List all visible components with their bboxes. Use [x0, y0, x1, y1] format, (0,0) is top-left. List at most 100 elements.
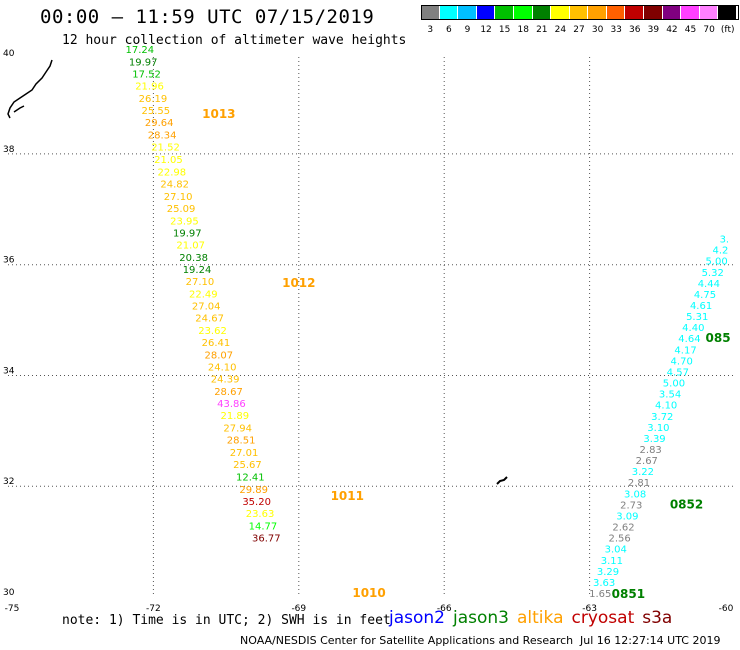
legend-label: 30 — [591, 25, 604, 35]
swh-value-label: 25.67 — [233, 460, 262, 471]
lon-tick-label: -72 — [146, 604, 161, 614]
legend-swatch — [476, 5, 495, 19]
swh-value-label: 4.57 — [667, 367, 689, 378]
lat-tick-label: 34 — [3, 366, 15, 376]
swh-value-label: 23.95 — [170, 216, 199, 227]
swh-value-label: 4.40 — [682, 323, 704, 334]
legend-swatch — [644, 5, 662, 19]
legend-swatch — [439, 5, 458, 19]
swh-value-label: 24.67 — [195, 314, 224, 325]
lat-tick-label: 32 — [3, 477, 14, 487]
swh-value-label: 22.98 — [157, 168, 186, 179]
swh-value-label: 26.41 — [202, 338, 231, 349]
swh-value-label: 3.04 — [605, 545, 627, 556]
legend-swatch — [551, 5, 569, 19]
swh-value-label: 43.86 — [217, 399, 246, 410]
swh-value-label: 36.77 — [252, 534, 281, 545]
lat-tick-label: 30 — [3, 588, 15, 598]
swh-value-label: 22.49 — [189, 289, 218, 300]
legend-label: 27 — [573, 25, 585, 35]
page-subtitle: 12 hour collection of altimeter wave hei… — [62, 33, 407, 48]
swh-value-label: 4.17 — [674, 345, 696, 356]
swh-value-label: 3.10 — [647, 423, 669, 434]
pass-time-label: 085 — [706, 331, 731, 345]
swh-value-label: 2.67 — [636, 456, 658, 467]
legend-label: 3 — [427, 25, 434, 35]
legend-swatch — [532, 5, 551, 19]
swh-value-label: 2.83 — [640, 445, 662, 456]
swh-value-label: 28.51 — [227, 436, 256, 447]
swh-value-label: 4.44 — [698, 279, 720, 290]
legend-label: 70 — [703, 25, 715, 35]
swh-value-label: 28.34 — [148, 130, 177, 141]
swh-value-label: 21.05 — [154, 155, 183, 166]
swh-value-label: 24.39 — [211, 375, 240, 386]
swh-value-label: 21.52 — [151, 143, 180, 154]
swh-value-label: 2.73 — [620, 500, 642, 511]
swh-value-label: 27.10 — [164, 192, 193, 203]
satellite-altika: altika — [517, 608, 564, 628]
swh-value-label: 4.2 — [713, 246, 729, 257]
pass-time-label: 0852 — [670, 497, 703, 511]
satellite-jason2: jason2 — [389, 608, 445, 628]
legend-swatch — [569, 5, 588, 19]
legend-swatch — [681, 5, 699, 19]
lon-tick-label: -66 — [437, 604, 452, 614]
swh-value-label: 29.64 — [145, 118, 174, 129]
swh-value-label: 5.32 — [702, 268, 724, 279]
swh-value-label: 5.00 — [663, 379, 685, 390]
legend-swatch — [662, 5, 681, 19]
legend-swatch — [606, 5, 625, 19]
legend-label: 21 — [536, 25, 548, 35]
swh-value-label: 4.64 — [678, 334, 700, 345]
legend-label: 39 — [647, 25, 660, 35]
legend-swatch — [625, 5, 644, 19]
swh-value-label: 19.97 — [129, 57, 158, 68]
pass-time-label: 1013 — [202, 107, 235, 121]
legend-label: 15 — [498, 25, 511, 35]
swh-value-label: 17.52 — [132, 69, 161, 80]
legend-swatch — [421, 5, 439, 19]
swh-value-label: 12.41 — [236, 473, 265, 484]
swh-value-label: 5.00 — [705, 257, 727, 268]
legend-swatch — [588, 5, 606, 19]
swh-value-label: 28.07 — [205, 350, 234, 361]
lat-tick-label: 36 — [3, 256, 15, 266]
swh-value-label: 3.11 — [601, 556, 623, 567]
swh-value-label: 24.82 — [160, 180, 189, 191]
swh-value-label: 21.96 — [135, 82, 164, 93]
swh-value-label: 29.89 — [239, 485, 268, 496]
page-title: 00:00 – 11:59 UTC 07/15/2019 — [40, 6, 375, 28]
swh-value-label: 21.89 — [221, 411, 250, 422]
legend-label: 24 — [554, 25, 567, 35]
lon-tick-label: -63 — [582, 604, 597, 614]
axis-tick-labels: -75 -72 -69 -66 -63 -60 40 38 36 34 32 30 — [3, 49, 734, 614]
swh-value-label: 3.08 — [624, 489, 646, 500]
lat-tick-label: 38 — [3, 145, 15, 155]
pass-time-label: 0851 — [612, 587, 645, 601]
pass-time-label: 1010 — [352, 586, 385, 600]
swh-value-label: 4.75 — [694, 290, 716, 301]
legend-swatch — [458, 5, 476, 19]
lon-tick-label: -75 — [5, 604, 20, 614]
legend-label: 18 — [517, 25, 529, 35]
swh-value-label: 14.77 — [249, 521, 278, 532]
swh-value-label: 1.65 — [589, 589, 611, 600]
credit-timestamp: Jul 16 12:27:14 UTC 2019 — [580, 634, 721, 647]
legend-label: 45 — [684, 25, 697, 35]
coastline — [7, 59, 53, 119]
swh-value-label: 21.07 — [176, 241, 205, 252]
swh-value-label: 3.54 — [659, 390, 681, 401]
swh-value-label: 27.94 — [223, 423, 252, 434]
legend-label: 42 — [666, 25, 678, 35]
legend-swatch — [513, 5, 532, 19]
lon-tick-label: -69 — [291, 604, 306, 614]
satellite-legend: jason2 jason3 altika cryosat s3a — [389, 608, 680, 628]
legend-label: 12 — [480, 25, 492, 35]
swh-value-label: 3.29 — [597, 567, 619, 578]
lat-tick-label: 40 — [3, 49, 15, 59]
swh-value-label: 23.62 — [198, 326, 227, 337]
satellite-jason3: jason3 — [453, 608, 509, 628]
swh-value-label: 25.09 — [167, 204, 196, 215]
